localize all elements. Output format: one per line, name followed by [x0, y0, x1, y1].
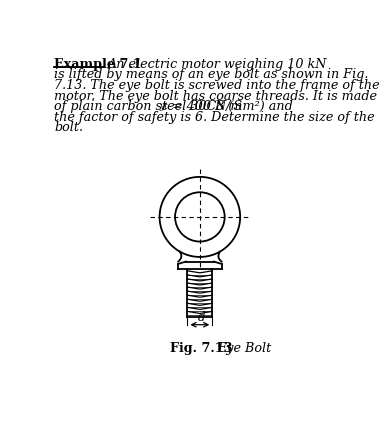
Text: is lifted by means of an eye bolt as shown in Fig.: is lifted by means of an eye bolt as sho… — [54, 68, 369, 81]
Text: of plain carbon steel 30C8 (S: of plain carbon steel 30C8 (S — [54, 100, 242, 113]
Text: the factor of safety is 6. Determine the size of the: the factor of safety is 6. Determine the… — [54, 111, 375, 124]
Text: Eye Bolt: Eye Bolt — [217, 342, 271, 355]
Text: Example 7.1: Example 7.1 — [54, 57, 142, 71]
Text: d: d — [198, 311, 205, 324]
Text: bolt.: bolt. — [54, 122, 83, 134]
Text: 7.13. The eye bolt is screwed into the frame of the: 7.13. The eye bolt is screwed into the f… — [54, 79, 380, 92]
Text: An electric motor weighing 10 kN: An electric motor weighing 10 kN — [108, 57, 327, 71]
Text: = 400 N/mm²) and: = 400 N/mm²) and — [168, 100, 293, 113]
Text: Fig. 7.13: Fig. 7.13 — [170, 342, 233, 355]
Text: motor. The eye bolt has coarse threads. It is made: motor. The eye bolt has coarse threads. … — [54, 89, 377, 103]
Text: yt: yt — [160, 102, 168, 111]
